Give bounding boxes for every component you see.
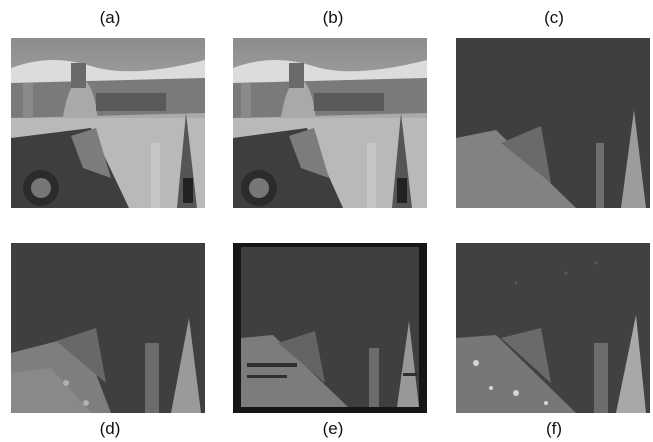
panel-label-c: (c) — [544, 8, 564, 27]
panel-a-left-image — [11, 38, 205, 208]
panel-d-result — [11, 243, 205, 413]
panel-b-right-image — [233, 38, 427, 208]
panel-label-b: (b) — [322, 8, 344, 27]
panel-label-f: (f) — [545, 419, 563, 438]
panel-e-result — [233, 243, 427, 413]
panel-label-a: (a) — [99, 8, 121, 27]
panel-c-ground-truth — [456, 38, 650, 208]
panel-f-result — [456, 243, 650, 413]
panel-label-e: (e) — [322, 419, 344, 438]
panel-label-d: (d) — [99, 419, 121, 438]
